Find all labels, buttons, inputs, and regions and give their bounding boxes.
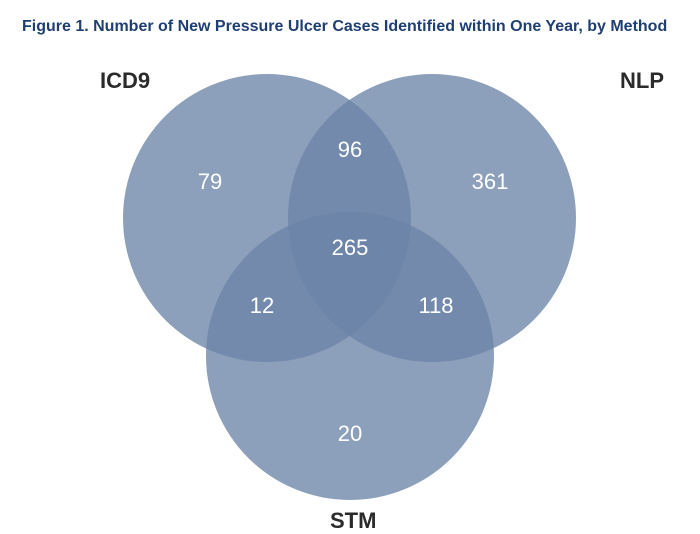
value-ab: 96 bbox=[338, 137, 362, 163]
value-ac: 12 bbox=[250, 293, 274, 319]
value-bc: 118 bbox=[418, 293, 453, 319]
value-abc: 265 bbox=[332, 235, 369, 261]
label-icd9: ICD9 bbox=[100, 68, 150, 94]
figure-title: Figure 1. Number of New Pressure Ulcer C… bbox=[22, 18, 667, 36]
value-c-only: 20 bbox=[338, 421, 362, 447]
value-b-only: 361 bbox=[472, 169, 509, 195]
label-stm: STM bbox=[330, 508, 376, 534]
value-a-only: 79 bbox=[198, 169, 222, 195]
label-nlp: NLP bbox=[620, 68, 664, 94]
